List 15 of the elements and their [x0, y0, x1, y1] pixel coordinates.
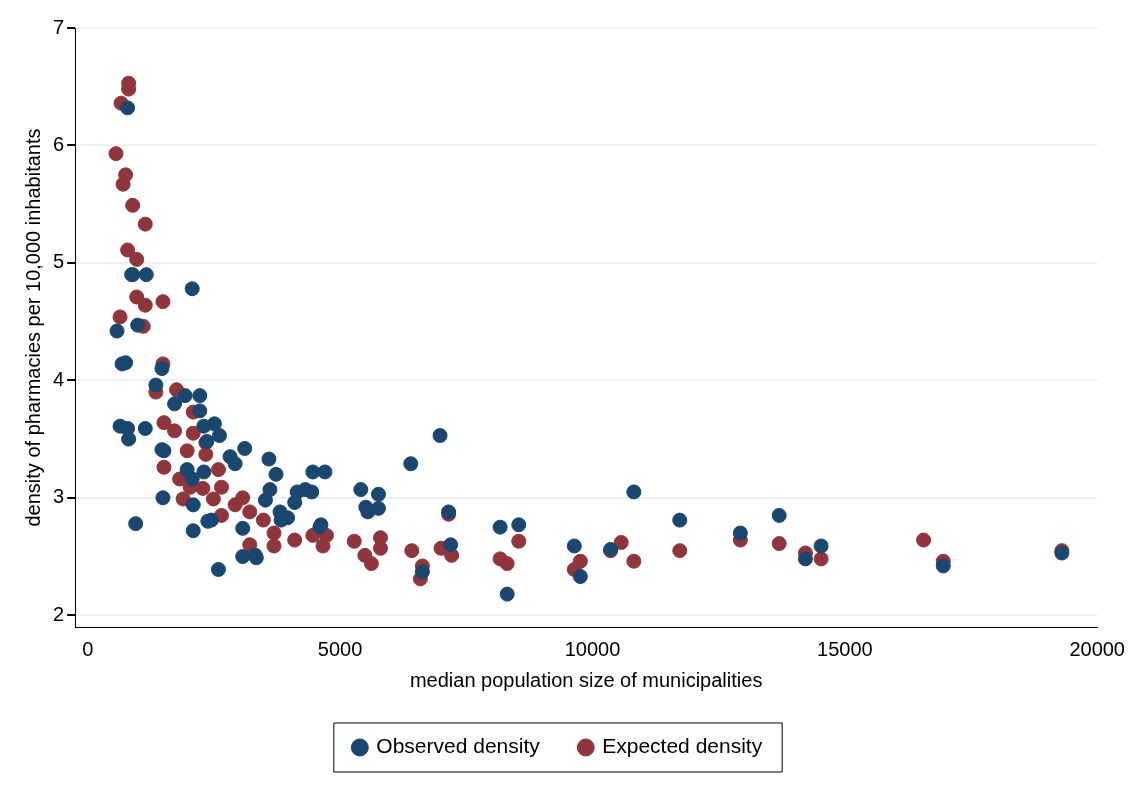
x-tick-label: 5000: [317, 637, 363, 660]
x-tick-label: 0: [82, 637, 94, 660]
x-tick-label: 15000: [817, 637, 873, 660]
y-tick-label: 7: [53, 15, 65, 38]
y-tick-label: 4: [53, 367, 65, 390]
y-tick-label: 3: [53, 485, 65, 508]
legend-label: Observed density: [376, 734, 541, 758]
legend-label: Expected density: [602, 734, 763, 758]
x-tick-label: 10000: [564, 637, 621, 660]
y-tick-label: 6: [53, 132, 65, 155]
x-axis-title: median population size of municipalities: [409, 668, 763, 691]
y-tick-label: 5: [53, 250, 65, 273]
y-axis-title: density of pharmacies per 10,000 inhabitants: [21, 128, 44, 527]
y-tick-label: 2: [53, 602, 65, 625]
x-tick-label: 20000: [1069, 637, 1125, 660]
